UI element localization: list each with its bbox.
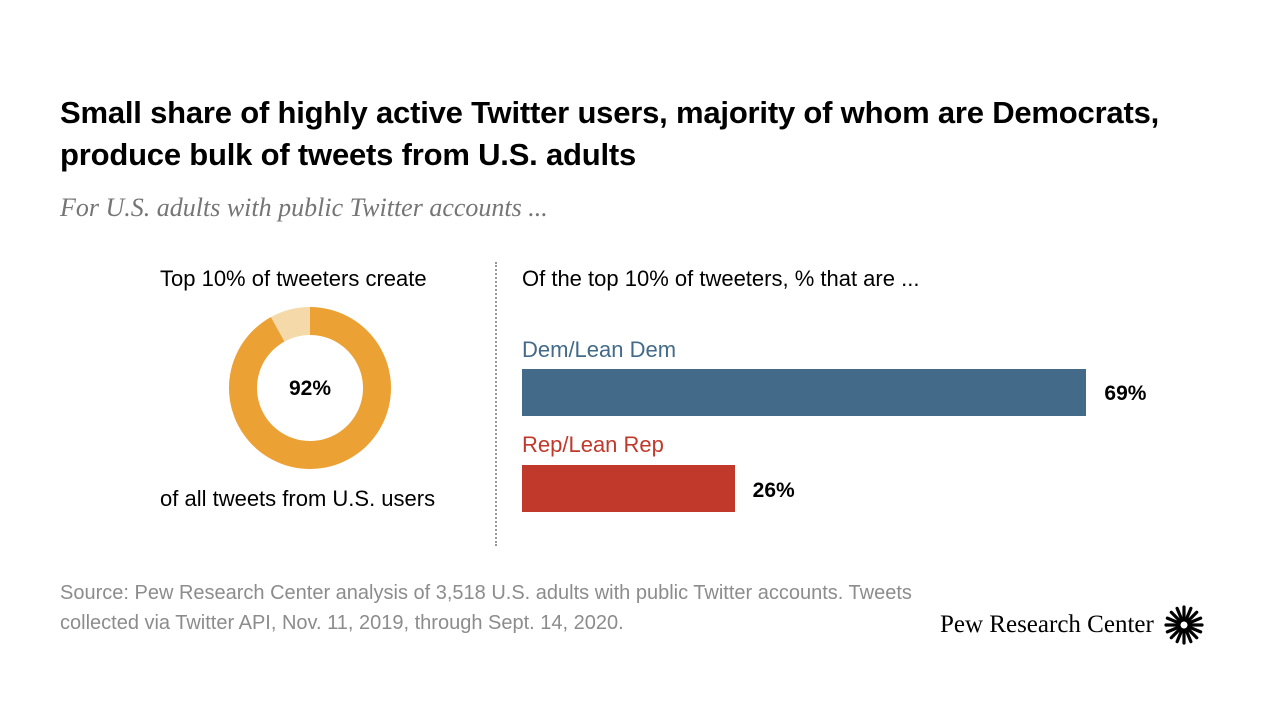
chart-title: Small share of highly active Twitter use… [60,95,1160,172]
donut-chart: 92% [229,307,391,469]
logo-text: Pew Research Center [940,611,1154,638]
bar-category-label-dem: Dem/Lean Dem [522,337,677,362]
donut-center-label: 92% [289,377,331,400]
bar-value-label-rep: 26% [752,479,795,502]
bar-rep [522,465,735,512]
donut-segment-92 [229,307,391,469]
bar-category-label-rep: Rep/Lean Rep [522,432,664,457]
donut-bottom-label: of all tweets from U.S. users [160,486,436,511]
source-note: Source: Pew Research Center analysis of … [60,582,912,634]
pew-logo: Pew Research Center [940,605,1204,645]
sunburst-icon [1164,605,1204,645]
panel-divider [495,262,497,546]
bar-dem [522,369,1087,416]
bar-chart-heading: Of the top 10% of tweeters, % that are .… [522,266,920,291]
donut-segment-8 [270,307,310,342]
chart-subtitle: For U.S. adults with public Twitter acco… [60,193,548,222]
bar-value-label-dem: 69% [1104,382,1147,405]
donut-top-label: Top 10% of tweeters create [160,266,427,291]
